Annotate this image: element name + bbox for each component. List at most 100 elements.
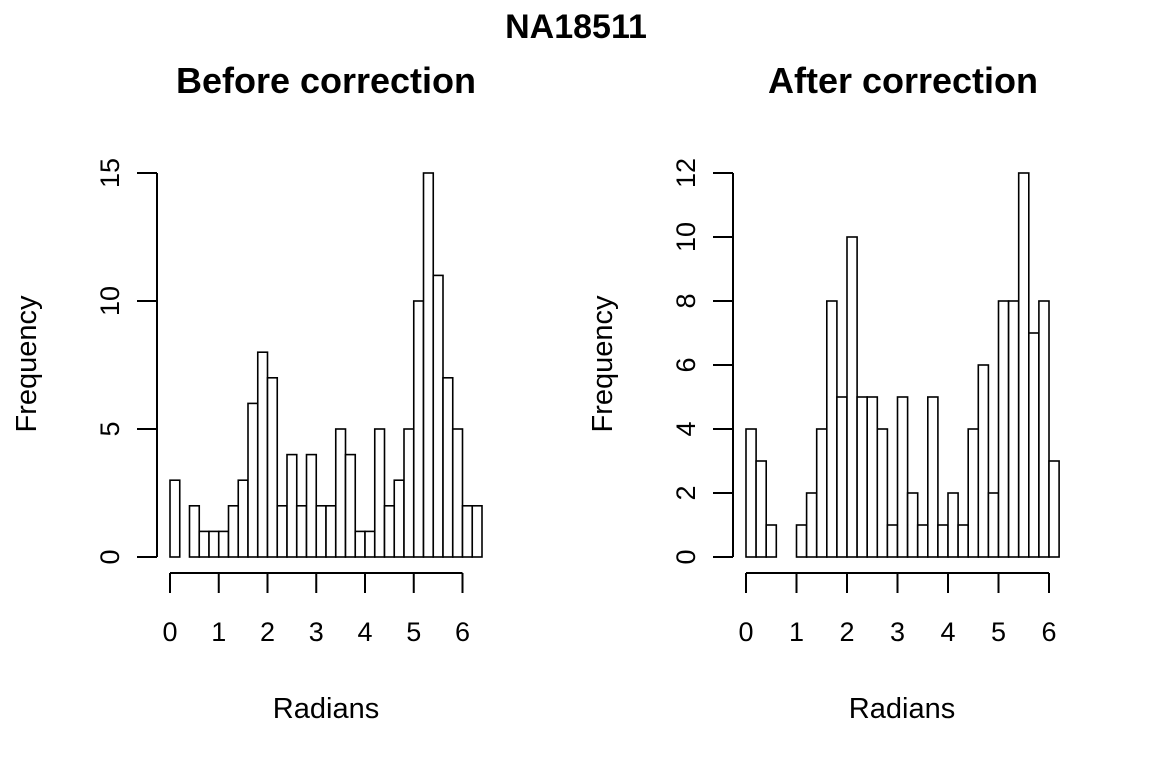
y-tick-label: 2	[671, 485, 701, 500]
x-tick-label: 6	[455, 617, 470, 647]
histogram-bar	[1028, 332, 1040, 558]
y-tick-label: 10	[671, 222, 701, 252]
x-axis-label: Radians	[273, 693, 379, 725]
x-tick-label: 5	[991, 617, 1006, 647]
histogram-bar	[866, 396, 879, 558]
y-axis-label: Frequency	[11, 295, 43, 433]
histogram-bar	[755, 460, 767, 558]
x-axis-label: Radians	[849, 693, 955, 725]
histogram-bar	[451, 428, 464, 558]
x-tick-label: 1	[211, 617, 226, 647]
histogram-bar	[354, 530, 366, 558]
y-axis: 0 5 10 15	[95, 158, 158, 565]
histogram-bar	[364, 530, 376, 558]
bars-group	[169, 172, 483, 558]
histogram-bar	[217, 530, 230, 558]
histogram-bar	[886, 524, 899, 558]
histogram-bar	[334, 428, 347, 558]
histogram-bar	[846, 236, 858, 558]
x-tick-label: 0	[162, 617, 177, 647]
x-axis: 0 1 2 3 4 5 6	[162, 572, 470, 647]
x-tick-label: 6	[1041, 617, 1056, 647]
histogram-bar	[432, 274, 444, 558]
histogram-bar	[1048, 460, 1060, 558]
x-tick-label: 1	[789, 617, 804, 647]
y-axis-label: Frequency	[587, 295, 619, 433]
y-axis: 0 2 4 6 8 10 12	[671, 158, 734, 565]
panel-title: After correction	[768, 60, 1038, 101]
y-tick-label: 10	[95, 286, 125, 316]
histogram-bar	[987, 492, 1000, 558]
y-tick-label: 6	[671, 357, 701, 372]
x-tick-label: 3	[890, 617, 905, 647]
histogram-bar	[276, 504, 288, 558]
histogram-bar	[1007, 300, 1020, 558]
histogram-bar	[906, 492, 919, 558]
histogram-bar	[403, 428, 415, 558]
histogram-bar	[188, 504, 201, 558]
histogram-bar	[916, 524, 929, 558]
histogram-bar	[977, 364, 990, 558]
histogram-bar	[745, 428, 757, 558]
histogram-bar	[471, 504, 483, 558]
histogram-bar	[393, 479, 405, 558]
histogram-bar	[344, 453, 357, 558]
y-tick-label: 15	[95, 158, 125, 188]
x-tick-label: 5	[406, 617, 421, 647]
histogram-bar	[997, 300, 1010, 558]
histogram-bar	[325, 504, 337, 558]
histogram-bar	[967, 428, 980, 558]
histogram-bar	[237, 479, 249, 558]
histogram-bar	[896, 396, 909, 558]
histogram-bar	[422, 172, 435, 558]
histogram-bar	[876, 428, 889, 558]
histogram-bar	[805, 492, 818, 558]
histogram-bar	[198, 530, 210, 558]
histogram-bar	[947, 492, 959, 558]
y-tick-label: 0	[95, 549, 125, 564]
figure-title: NA18511	[505, 8, 647, 46]
histogram-bar	[266, 376, 279, 558]
y-tick-label: 4	[671, 421, 701, 436]
histogram-bar	[305, 453, 318, 558]
histogram-bar	[442, 376, 454, 558]
histogram-bar	[373, 428, 386, 558]
histogram-bar	[1017, 172, 1030, 558]
histogram-bar	[795, 524, 808, 558]
histogram-bar	[836, 396, 848, 558]
x-tick-label: 2	[839, 617, 854, 647]
y-tick-label: 0	[671, 549, 701, 564]
histogram-bar	[383, 504, 396, 558]
histogram-bar	[208, 530, 220, 558]
histogram-bar	[227, 504, 240, 558]
histogram-bar	[825, 300, 838, 558]
histogram-bar	[937, 524, 949, 558]
histogram-bar	[926, 396, 939, 558]
y-tick-label: 12	[671, 158, 701, 188]
histogram-bar	[957, 524, 969, 558]
bars-group	[745, 172, 1060, 558]
x-tick-label: 4	[940, 617, 955, 647]
x-tick-label: 4	[357, 617, 372, 647]
y-tick-label: 5	[95, 421, 125, 436]
histogram-bar	[412, 300, 425, 558]
panel-before-correction: Before correction 0 5 10 15 0 1 2 3 4 5 6 Radians…	[11, 60, 483, 725]
histogram-bar	[256, 351, 269, 558]
panel-title: Before correction	[176, 60, 476, 101]
histogram-bar	[286, 453, 298, 558]
histogram-bar	[461, 504, 474, 558]
histogram-bar	[815, 428, 828, 558]
x-tick-label: 2	[260, 617, 275, 647]
histogram-bar	[295, 504, 308, 558]
histogram-bar	[856, 396, 868, 558]
x-tick-label: 3	[309, 617, 324, 647]
histogram-bar	[169, 479, 181, 558]
x-tick-label: 0	[738, 617, 753, 647]
histogram-bar	[247, 402, 259, 558]
histogram-bar	[1038, 300, 1050, 558]
histogram-bar	[765, 524, 778, 558]
x-axis: 0 1 2 3 4 5 6	[738, 572, 1057, 647]
y-tick-label: 8	[671, 293, 701, 308]
